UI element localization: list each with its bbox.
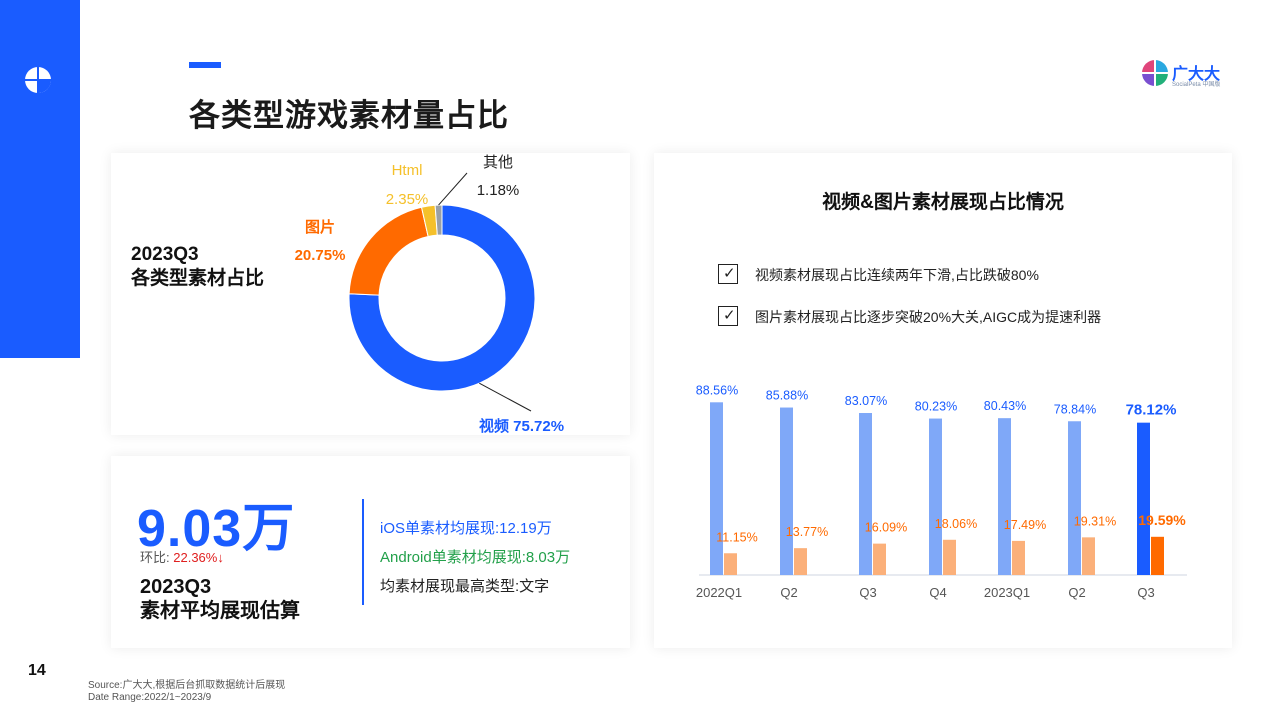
pie-heading-line1: 2023Q3 — [131, 244, 199, 265]
kpi-title-line1: 2023Q3 — [140, 576, 212, 598]
slice-label: 视频 75.72% — [479, 417, 564, 435]
x-tick-label: Q3 — [859, 585, 876, 600]
bar-video — [1137, 422, 1150, 575]
brand: 广大大 SocialPeta 中国版 — [1142, 58, 1232, 90]
kpi-android: Android单素材均展现:8.03万 — [380, 549, 571, 566]
bar-video — [998, 418, 1011, 575]
date-range-text: Date Range:2022/1~2023/9 — [88, 692, 212, 703]
kpi-title-line2: 素材平均展现估算 — [140, 600, 300, 622]
bar-video — [710, 402, 723, 575]
data-label-image: 19.59% — [1138, 512, 1186, 528]
data-label-image: 19.31% — [1074, 514, 1116, 528]
checkbox-icon: ✓ — [718, 264, 738, 284]
bar-video — [1068, 421, 1081, 575]
slice-value: 2.35% — [386, 191, 429, 208]
bar-video — [929, 418, 942, 575]
kpi-qoq-value: 22.36%↓ — [173, 550, 224, 565]
data-label-image: 13.77% — [786, 525, 828, 539]
source-text: Source:广大大,根据后台抓取数据统计后展现 — [88, 680, 286, 691]
x-tick-label: 2022Q1 — [696, 585, 742, 600]
brand-mark-icon — [1142, 60, 1168, 86]
data-label-video: 80.43% — [984, 399, 1026, 413]
x-tick-label: 2023Q1 — [984, 585, 1030, 600]
data-label-image: 16.09% — [865, 521, 907, 535]
data-label-video: 78.84% — [1054, 402, 1096, 416]
kpi-ios: iOS单素材均展现:12.19万 — [380, 520, 552, 537]
donut-slice — [348, 206, 429, 296]
bar-image — [873, 543, 886, 575]
pie-card: 2023Q3 各类型素材占比 视频 75.72% 图片 20.75% Html 2.35… — [111, 153, 630, 435]
kpi-divider — [362, 499, 364, 605]
check-icon: ✓ — [723, 306, 736, 324]
kpi-card: 9.03万 环比: 22.36%↓ 2023Q3 素材平均展现估算 iOS单素材… — [111, 456, 630, 648]
bar-image — [943, 539, 956, 575]
bar-image — [1012, 540, 1025, 575]
leader-line — [479, 382, 532, 412]
checkbox-icon: ✓ — [718, 306, 738, 326]
kpi-top-type: 均素材展现最高类型:文字 — [380, 578, 550, 595]
pie-heading: 2023Q3 各类型素材占比 — [131, 243, 264, 291]
slice-label: 图片 — [305, 218, 335, 236]
bar-chart: 88.56% 11.15% 2022Q1 85.88% 13.77% Q2 83.07% 16… — [696, 383, 1187, 600]
bar-image — [794, 548, 807, 575]
data-label-image: 11.15% — [716, 530, 757, 544]
check-icon: ✓ — [723, 264, 736, 282]
x-tick-label: Q3 — [1137, 585, 1154, 600]
title-accent-bar — [189, 62, 221, 68]
kpi-value: 9.03万 — [137, 500, 296, 558]
pie-heading-line2: 各类型素材占比 — [131, 268, 265, 289]
bar-card: 视频&图片素材展现占比情况 ✓ 视频素材展现占比连续两年下滑,占比跌破80% ✓… — [654, 153, 1232, 648]
side-band — [0, 0, 80, 358]
bullet-text: 视频素材展现占比连续两年下滑,占比跌破80% — [755, 267, 1039, 283]
x-tick-label: Q2 — [1068, 585, 1085, 600]
donut-slice — [348, 204, 536, 392]
brand-logo-icon — [24, 66, 52, 94]
data-label-video: 80.23% — [915, 400, 957, 414]
data-label-image: 17.49% — [1004, 518, 1046, 532]
bar-chart-title: 视频&图片素材展现占比情况 — [822, 192, 1064, 213]
donut-slice — [434, 204, 443, 236]
data-label-video: 85.88% — [766, 389, 808, 403]
bar-image — [1151, 536, 1164, 575]
brand-subtitle: SocialPeta 中国版 — [1172, 82, 1221, 88]
x-tick-label: Q2 — [780, 585, 797, 600]
x-tick-label: Q4 — [929, 585, 946, 600]
source-note: Source:广大大,根据后台抓取数据统计后展现 Date Range:2022… — [88, 680, 285, 704]
data-label-video: 88.56% — [696, 383, 738, 397]
bar-image — [1082, 537, 1095, 575]
brand-name: 广大大 — [1172, 66, 1221, 83]
data-label-image: 18.06% — [935, 517, 977, 531]
bar-image — [724, 553, 737, 575]
data-label-video: 83.07% — [845, 394, 887, 408]
data-label-video: 78.12% — [1126, 402, 1177, 419]
bullet-text: 图片素材展现占比逐步突破20%大关,AIGC成为提速利器 — [755, 309, 1102, 325]
slice-label: Html — [392, 162, 423, 179]
page-number: 14 — [28, 662, 46, 679]
kpi-qoq: 环比: 22.36%↓ — [140, 547, 224, 566]
donut-chart: 视频 75.72% 图片 20.75% Html 2.35% 其他 1.18% — [295, 154, 564, 435]
leader-line — [438, 172, 468, 206]
slice-label: 其他 — [483, 154, 513, 171]
kpi-qoq-label: 环比: — [140, 550, 170, 565]
bar-video — [780, 407, 793, 575]
kpi-title: 2023Q3 素材平均展现估算 — [140, 575, 300, 623]
bar-video — [859, 413, 872, 575]
slice-value: 1.18% — [477, 182, 520, 199]
page-title: 各类型游戏素材量占比 — [189, 98, 509, 133]
slice-value: 20.75% — [295, 247, 346, 264]
